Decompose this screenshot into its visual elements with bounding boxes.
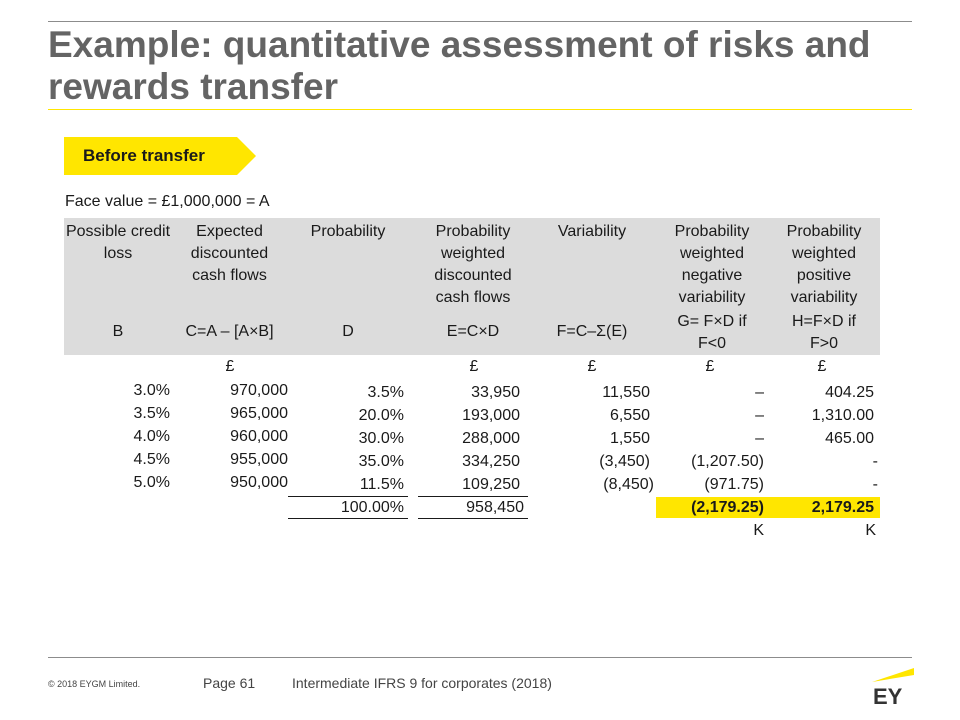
currency-symbol: £ bbox=[469, 358, 479, 375]
cell-variability: 1,550 bbox=[609, 430, 650, 447]
cell-negative-variability: – bbox=[755, 430, 764, 447]
cell-weighted-cf: 193,000 bbox=[462, 407, 520, 424]
cell-negative-variability: – bbox=[755, 407, 764, 424]
currency-symbol: £ bbox=[817, 358, 827, 375]
cell-positive-variability: 404.25 bbox=[825, 384, 874, 401]
ey-logo: EY bbox=[872, 668, 914, 706]
column-header-h: Probability weighted positive variabilit… bbox=[768, 221, 880, 352]
page-number: Page 61 bbox=[203, 675, 256, 691]
cell-expected-cf: 970,000 bbox=[230, 382, 288, 399]
cell-credit-loss: 3.0% bbox=[133, 382, 170, 399]
cell-positive-variability: 465.00 bbox=[825, 430, 874, 447]
column-formula: E=C×D bbox=[446, 323, 500, 340]
column-header-f: Variability F=C–Σ(E) bbox=[538, 221, 646, 340]
currency-symbol: £ bbox=[705, 358, 715, 375]
tick-mark-negative: K bbox=[753, 522, 764, 539]
face-value-text: Face value = £1,000,000 = A bbox=[65, 193, 270, 210]
cell-credit-loss: 3.5% bbox=[133, 405, 170, 422]
total-positive-variability: 2,179.25 bbox=[811, 499, 874, 516]
total-weighted-cf: 958,450 bbox=[466, 499, 524, 516]
column-formula: G= F×D if F<0 bbox=[677, 313, 747, 352]
cell-probability: 30.0% bbox=[358, 430, 404, 447]
footer-rule bbox=[48, 657, 912, 658]
column-header-e: Probability weighted discounted cash flo… bbox=[418, 221, 528, 340]
cell-probability: 11.5% bbox=[359, 476, 404, 493]
column-header-b: Possible credit loss B bbox=[64, 221, 172, 340]
cell-negative-variability: (1,207.50) bbox=[691, 453, 764, 470]
cell-probability: 3.5% bbox=[367, 384, 404, 401]
cell-expected-cf: 965,000 bbox=[230, 405, 288, 422]
column-name: Probability weighted positive variabilit… bbox=[786, 223, 862, 306]
tick-mark-positive: K bbox=[865, 522, 876, 539]
svg-text:EY: EY bbox=[873, 684, 903, 706]
title-rule bbox=[48, 109, 912, 110]
column-name: Probability weighted negative variabilit… bbox=[674, 223, 750, 306]
column-name: Variability bbox=[557, 223, 627, 240]
cell-probability: 20.0% bbox=[358, 407, 404, 424]
cell-expected-cf: 950,000 bbox=[230, 474, 288, 491]
slide-title: Example: quantitative assessment of risk… bbox=[48, 24, 871, 107]
column-formula: B bbox=[112, 323, 124, 340]
top-rule bbox=[48, 21, 912, 22]
column-header-c: Expected discounted cash flows C=A – [A×… bbox=[172, 221, 287, 340]
column-name: Possible credit loss bbox=[65, 223, 171, 262]
cell-positive-variability: 1,310.00 bbox=[811, 407, 874, 424]
table-header-background bbox=[64, 218, 880, 355]
copyright-text: © 2018 EYGM Limited. bbox=[48, 679, 141, 689]
currency-symbol: £ bbox=[587, 358, 597, 375]
currency-symbol: £ bbox=[225, 358, 235, 375]
cell-variability: 6,550 bbox=[609, 407, 650, 424]
cell-credit-loss: 4.5% bbox=[133, 451, 170, 468]
column-header-d: Probability D bbox=[292, 221, 404, 340]
column-formula: C=A – [A×B] bbox=[185, 323, 274, 340]
cell-variability: (3,450) bbox=[599, 453, 650, 470]
total-underline-probability bbox=[288, 518, 408, 519]
totals-highlight bbox=[656, 497, 880, 518]
cell-credit-loss: 5.0% bbox=[133, 474, 170, 491]
cell-weighted-cf: 288,000 bbox=[462, 430, 520, 447]
total-rule-probability bbox=[288, 496, 408, 497]
section-banner: Before transfer bbox=[64, 137, 256, 175]
cell-variability: 11,550 bbox=[602, 384, 650, 401]
cell-weighted-cf: 109,250 bbox=[462, 476, 520, 493]
total-rule-weighted-cf bbox=[418, 496, 528, 497]
column-formula: D bbox=[342, 323, 354, 340]
cell-negative-variability: (971.75) bbox=[704, 476, 764, 493]
cell-credit-loss: 4.0% bbox=[133, 428, 170, 445]
cell-probability: 35.0% bbox=[358, 453, 404, 470]
course-title: Intermediate IFRS 9 for corporates (2018… bbox=[292, 675, 552, 691]
cell-expected-cf: 955,000 bbox=[230, 451, 288, 468]
column-name: Probability bbox=[310, 223, 386, 240]
total-probability: 100.00% bbox=[340, 499, 404, 516]
cell-weighted-cf: 334,250 bbox=[462, 453, 520, 470]
cell-positive-variability: - bbox=[872, 476, 878, 493]
column-formula: F=C–Σ(E) bbox=[556, 323, 628, 340]
column-name: Expected discounted cash flows bbox=[190, 223, 269, 284]
cell-variability: (8,450) bbox=[603, 476, 654, 493]
cell-positive-variability: - bbox=[872, 453, 878, 470]
cell-expected-cf: 960,000 bbox=[230, 428, 288, 445]
cell-weighted-cf: 33,950 bbox=[471, 384, 520, 401]
cell-negative-variability: – bbox=[755, 384, 764, 401]
column-header-g: Probability weighted negative variabilit… bbox=[656, 221, 768, 352]
total-negative-variability: (2,179.25) bbox=[691, 499, 764, 516]
column-formula: H=F×D if F>0 bbox=[791, 313, 856, 352]
total-underline-weighted-cf bbox=[418, 518, 528, 519]
column-name: Probability weighted discounted cash flo… bbox=[434, 223, 512, 306]
